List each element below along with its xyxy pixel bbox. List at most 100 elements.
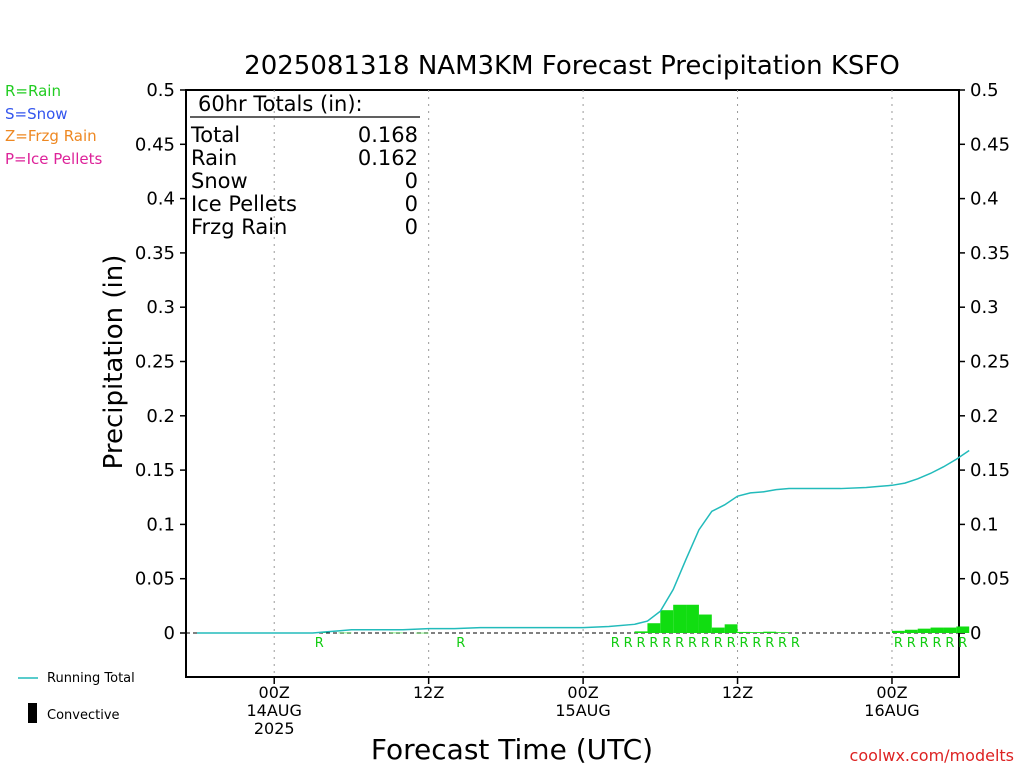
totals-value-total: 0.168 [358, 123, 418, 147]
totals-label-ice-pellets: Ice Pellets [191, 192, 297, 216]
rain-bar [904, 629, 918, 633]
rain-marker: R [894, 636, 903, 651]
y-tick-label-right: 0.25 [970, 352, 1010, 373]
legend-ice-pellets: P=Ice Pellets [5, 150, 102, 168]
x-tick-label: 2025 [254, 719, 295, 738]
y-tick-label-left: 0 [164, 623, 175, 644]
x-tick-label: 14AUG [247, 701, 302, 720]
rain-bar [686, 604, 699, 633]
legend-rain: R=Rain [5, 82, 61, 100]
totals-label-total: Total [190, 123, 240, 147]
rain-marker: R [958, 636, 967, 651]
y-tick-label-right: 0.3 [970, 297, 999, 318]
rain-bar [891, 630, 905, 633]
rain-bar [737, 631, 751, 633]
y-tick-label-left: 0.25 [135, 352, 175, 373]
totals-label-rain: Rain [191, 146, 237, 170]
rain-marker: R [765, 636, 774, 651]
legend-frzg-rain: Z=Frzg Rain [5, 127, 97, 145]
totals-value-snow: 0 [405, 169, 418, 193]
y-tick-label-left: 0.5 [146, 80, 175, 101]
x-tick-label: 00Z [876, 683, 907, 702]
x-tick-label: 00Z [259, 683, 290, 702]
rain-marker: R [456, 636, 465, 651]
running-total-line [197, 449, 970, 634]
rain-marker: R [945, 636, 954, 651]
rain-marker: R [739, 636, 748, 651]
totals-value-rain: 0.162 [358, 146, 418, 170]
x-tick-label: 00Z [567, 683, 598, 702]
rain-marker: R [920, 636, 929, 651]
rain-marker: R [778, 636, 787, 651]
precip-type-legend: R=Rain S=Snow Z=Frzg Rain P=Ice Pellets [5, 82, 102, 168]
rain-bar [724, 624, 738, 633]
y-tick-label-left: 0.45 [135, 134, 175, 155]
rain-marker: R [907, 636, 916, 651]
chart-title: 2025081318 NAM3KM Forecast Precipitation… [244, 51, 900, 81]
rain-bar [763, 631, 777, 633]
rain-bar [390, 632, 403, 634]
y-tick-label-left: 0.35 [135, 243, 175, 264]
y-tick-label-right: 0 [970, 623, 981, 644]
x-tick-label: 12Z [722, 683, 753, 702]
rain-marker: R [727, 636, 736, 651]
rain-marker: R [688, 636, 697, 651]
bottom-legend: Running Total Convective [18, 671, 135, 723]
rain-bar [634, 631, 648, 633]
credit-text: coolwx.com/modelts [850, 746, 1014, 765]
rain-bar [917, 628, 931, 633]
totals-label-frzg-rain: Frzg Rain [191, 215, 287, 239]
rain-marker: R [611, 636, 620, 651]
rain-bar [943, 627, 957, 633]
rain-bar [776, 632, 790, 633]
x-tick-label: 12Z [413, 683, 444, 702]
x-axis-label: Forecast Time (UTC) [371, 733, 653, 766]
rain-bar [750, 632, 764, 633]
rain-bar [711, 627, 725, 633]
running-total-label: Running Total [47, 671, 135, 686]
rain-marker: R [714, 636, 723, 651]
y-tick-label-right: 0.35 [970, 243, 1010, 264]
rain-marker: R [315, 636, 324, 651]
totals-value-frzg-rain: 0 [405, 215, 418, 239]
rain-marker: R [701, 636, 710, 651]
y-tick-label-right: 0.5 [970, 80, 999, 101]
totals-box: 60hr Totals (in): Total 0.168 Rain 0.162… [190, 92, 420, 239]
rain-marker: R [624, 636, 633, 651]
y-axis-ticks: 0 00.05 0.050.1 0.10.15 0.150.2 0.20.25 0.250.… [135, 80, 1010, 644]
rain-bar [930, 627, 944, 633]
y-tick-label-left: 0.2 [146, 406, 175, 427]
y-tick-label-right: 0.15 [970, 460, 1010, 481]
rain-marker: R [636, 636, 645, 651]
y-tick-label-left: 0.3 [146, 297, 175, 318]
y-tick-label-left: 0.4 [146, 189, 175, 210]
rain-marker: R [791, 636, 800, 651]
convective-label: Convective [47, 708, 120, 723]
rain-marker: R [752, 636, 761, 651]
rain-bar [956, 626, 970, 633]
x-tick-label: 16AUG [864, 701, 919, 720]
totals-value-ice-pellets: 0 [405, 192, 418, 216]
legend-snow: S=Snow [5, 105, 68, 123]
totals-label-snow: Snow [191, 169, 248, 193]
rain-bars [312, 604, 970, 634]
rain-marker: R [933, 636, 942, 651]
y-tick-label-right: 0.1 [970, 514, 999, 535]
y-tick-label-right: 0.05 [970, 569, 1010, 590]
y-tick-label-right: 0.2 [970, 406, 999, 427]
grid-lines [273, 90, 893, 677]
x-tick-label: 15AUG [555, 701, 610, 720]
rain-bar [338, 632, 352, 634]
convective-swatch [28, 703, 37, 723]
rain-bar [415, 632, 429, 634]
y-tick-label-right: 0.4 [970, 189, 999, 210]
rain-bar [698, 614, 712, 633]
y-tick-label-left: 0.1 [146, 514, 175, 535]
rain-bar [647, 623, 661, 633]
rain-bar [660, 610, 674, 633]
y-axis-label: Precipitation (in) [99, 255, 129, 470]
y-tick-label-left: 0.15 [135, 460, 175, 481]
y-tick-label-right: 0.45 [970, 134, 1010, 155]
